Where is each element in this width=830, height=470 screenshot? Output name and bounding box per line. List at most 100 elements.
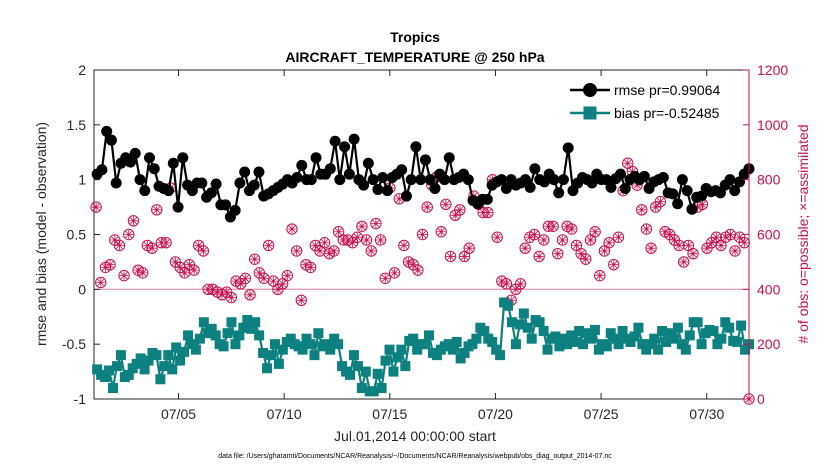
- obs-assimilated-cross: [170, 257, 180, 267]
- bias-point: [100, 372, 111, 383]
- bias-point: [376, 383, 387, 394]
- obs-count-marker: [258, 272, 270, 285]
- bias-point: [455, 353, 466, 364]
- rmse-point: [329, 135, 341, 147]
- obs-assimilated-cross: [96, 277, 106, 287]
- bias-point: [613, 339, 624, 350]
- rmse-point: [557, 174, 569, 186]
- legend: rmse pr=0.99064 bias pr=-0.52485: [563, 76, 743, 126]
- obs-possible-circle: [295, 294, 308, 306]
- obs-count-marker: [304, 261, 317, 274]
- bias-point: [277, 344, 288, 355]
- bias-point: [305, 339, 316, 350]
- obs-possible-circle: [556, 234, 569, 246]
- bias-point: [309, 350, 320, 361]
- rmse-point: [724, 174, 736, 186]
- bias-point: [218, 341, 229, 352]
- obs-count-marker: [594, 269, 606, 282]
- obs-assimilated-cross: [697, 199, 707, 209]
- bias-point: [135, 353, 146, 364]
- obs-count-marker: [454, 204, 466, 216]
- obs-possible-circle: [225, 291, 238, 304]
- rmse-point: [367, 174, 379, 186]
- y2-tick-label: 400: [757, 281, 781, 297]
- bias-point: [732, 336, 743, 347]
- obs-count-marker: [715, 239, 727, 252]
- obs-assimilated-cross: [250, 254, 260, 264]
- bias-point: [396, 344, 407, 355]
- obs-possible-circle: [566, 223, 578, 235]
- obs-assimilated-cross: [604, 238, 614, 248]
- obs-assimilated-cross: [735, 232, 745, 242]
- obs-count-marker: [584, 234, 597, 246]
- rmse-point: [667, 188, 679, 200]
- obs-count-marker: [463, 242, 475, 254]
- bias-point: [384, 344, 395, 355]
- obs-count-marker: [360, 234, 373, 246]
- obs-count-marker: [435, 226, 447, 238]
- obs-count-marker: [566, 223, 578, 235]
- obs-possible-circle: [151, 204, 163, 216]
- obs-assimilated-cross: [105, 260, 115, 270]
- bias-point: [451, 336, 462, 347]
- bias-point: [198, 317, 209, 328]
- obs-assimilated-cross: [245, 290, 255, 300]
- obs-assimilated-cross: [711, 232, 721, 242]
- obs-possible-circle: [412, 264, 424, 276]
- obs-possible-circle: [514, 278, 527, 290]
- obs-assimilated-cross: [315, 246, 325, 256]
- obs-assimilated-cross: [609, 260, 619, 270]
- obs-possible-circle: [547, 220, 559, 232]
- obs-possible-circle: [538, 234, 550, 246]
- bias-point: [388, 366, 399, 377]
- bias-point: [708, 326, 719, 337]
- obs-count-marker: [188, 264, 200, 276]
- obs-count-marker: [589, 226, 601, 238]
- bias-point: [653, 344, 664, 355]
- obs-possible-circle: [365, 245, 377, 257]
- obs-count-marker: [458, 250, 471, 263]
- obs-assimilated-cross: [278, 279, 288, 289]
- obs-count-marker: [267, 275, 280, 287]
- rmse-point: [524, 181, 536, 193]
- bias-point: [151, 350, 162, 361]
- bias-point: [534, 317, 545, 328]
- bias-point: [562, 339, 573, 350]
- obs-assimilated-cross: [460, 251, 470, 261]
- obs-possible-circle: [188, 264, 200, 276]
- obs-assimilated-cross: [147, 243, 157, 253]
- obs-possible-circle: [374, 234, 387, 246]
- obs-assimilated-cross: [240, 273, 250, 283]
- obs-count-marker: [682, 239, 695, 252]
- bias-point: [352, 361, 363, 372]
- obs-assimilated-cross: [338, 235, 348, 245]
- bias-point: [325, 344, 336, 355]
- bias-point: [372, 368, 383, 379]
- obs-count-marker: [290, 245, 303, 257]
- bias-point: [459, 347, 470, 358]
- x-tick-label: 07/30: [689, 406, 724, 422]
- rmse-point: [324, 163, 336, 175]
- obs-assimilated-cross: [553, 249, 563, 259]
- obs-assimilated-cross: [264, 240, 274, 250]
- obs-count-marker: [645, 242, 657, 254]
- obs-count-marker: [556, 234, 569, 246]
- obs-possible-circle: [654, 195, 667, 208]
- obs-assimilated-cross: [119, 271, 129, 281]
- x-axis-label: Jul.01,2014 00:00:00 start: [334, 428, 496, 444]
- obs-assimilated-cross: [175, 262, 185, 272]
- chart-title: Tropics: [390, 29, 440, 45]
- bias-point: [111, 361, 122, 372]
- obs-possible-circle: [262, 239, 275, 252]
- bias-point: [92, 364, 103, 375]
- bias-point: [582, 328, 593, 339]
- obs-assimilated-cross: [203, 284, 213, 294]
- obs-assimilated-cross: [506, 295, 516, 305]
- bias-point: [593, 344, 604, 355]
- obs-assimilated-cross: [613, 232, 623, 242]
- obs-assimilated-cross: [371, 219, 381, 229]
- obs-assimilated-cross: [501, 279, 511, 289]
- rmse-point: [343, 168, 355, 180]
- bias-point: [226, 317, 237, 328]
- rmse-point: [144, 152, 156, 164]
